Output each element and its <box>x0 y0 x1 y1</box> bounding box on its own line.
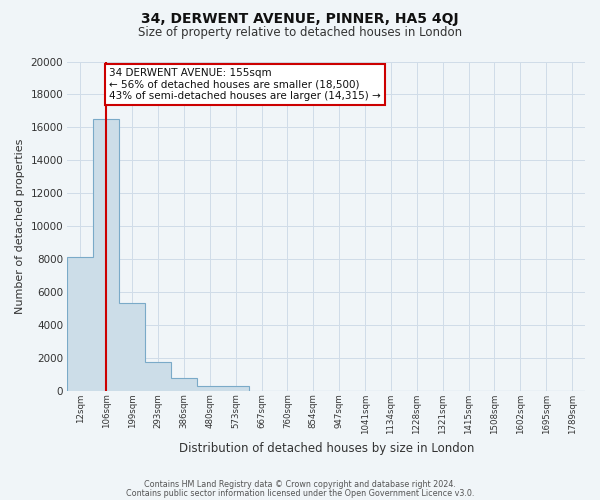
Text: 34 DERWENT AVENUE: 155sqm
← 56% of detached houses are smaller (18,500)
43% of s: 34 DERWENT AVENUE: 155sqm ← 56% of detac… <box>109 68 380 102</box>
Text: Contains HM Land Registry data © Crown copyright and database right 2024.: Contains HM Land Registry data © Crown c… <box>144 480 456 489</box>
Text: 34, DERWENT AVENUE, PINNER, HA5 4QJ: 34, DERWENT AVENUE, PINNER, HA5 4QJ <box>141 12 459 26</box>
Text: Contains public sector information licensed under the Open Government Licence v3: Contains public sector information licen… <box>126 489 474 498</box>
Y-axis label: Number of detached properties: Number of detached properties <box>15 138 25 314</box>
Text: Size of property relative to detached houses in London: Size of property relative to detached ho… <box>138 26 462 39</box>
X-axis label: Distribution of detached houses by size in London: Distribution of detached houses by size … <box>179 442 474 455</box>
